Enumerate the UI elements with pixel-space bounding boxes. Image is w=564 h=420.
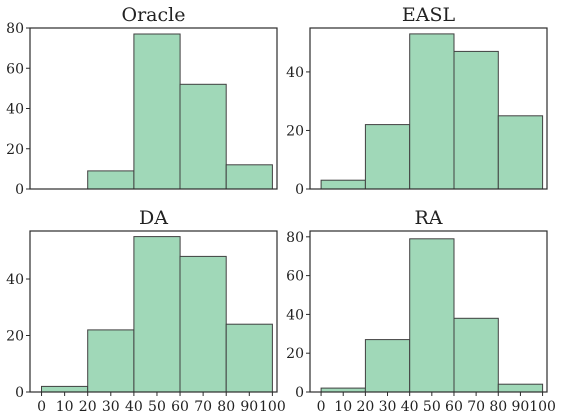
x-tick-label: 70	[194, 399, 212, 415]
bar-80-100	[497, 383, 544, 393]
bar-20-40	[87, 170, 135, 190]
bar-80-100	[225, 323, 273, 393]
y-tick-label: 20	[286, 346, 304, 362]
plot-frame	[309, 27, 548, 190]
x-tick-label: 30	[102, 399, 120, 415]
y-tick-label: 80	[286, 230, 304, 246]
x-tick-label: 20	[356, 399, 374, 415]
x-tick-label: 50	[148, 399, 166, 415]
y-tick-label: 0	[295, 182, 304, 198]
x-tick-label: 80	[489, 399, 507, 415]
plot-frame	[309, 230, 548, 393]
y-tick-label: 20	[6, 142, 24, 158]
x-tick-label: 40	[401, 399, 419, 415]
y-tick-label: 0	[15, 182, 24, 198]
x-tick-label: 90	[512, 399, 530, 415]
panel-da: DA 0 20 40 0 10 20 30 40 50 60 70 80 90 100	[6, 207, 286, 415]
x-tick-label: 60	[171, 399, 189, 415]
panel-title: Oracle	[122, 4, 186, 26]
y-tick-label: 20	[286, 123, 304, 139]
bar-0-20	[320, 179, 366, 190]
x-tick-label: 10	[56, 399, 74, 415]
panel-oracle: Oracle 0 20 40 60 80	[6, 4, 278, 198]
panel-title: DA	[139, 207, 168, 229]
plot-frame	[29, 230, 278, 393]
y-tick-label: 40	[6, 102, 24, 118]
bar-40-60	[133, 33, 181, 190]
x-tick-label: 60	[445, 399, 463, 415]
bar-40-60	[409, 238, 455, 393]
bar-0-20	[41, 385, 89, 393]
y-tick-label: 80	[6, 21, 24, 37]
y-tick-label: 40	[6, 272, 24, 288]
bar-60-80	[453, 50, 499, 190]
bar-20-40	[364, 339, 411, 393]
x-tick-label: 70	[467, 399, 485, 415]
x-tick-label: 100	[529, 399, 556, 415]
x-tick-label: 40	[125, 399, 143, 415]
bar-80-100	[497, 115, 544, 190]
bar-20-40	[87, 329, 135, 393]
x-tick-label: 50	[423, 399, 441, 415]
bar-60-80	[453, 317, 499, 393]
bar-80-100	[225, 164, 273, 190]
y-tick-label: 60	[6, 61, 24, 77]
x-tick-label: 80	[217, 399, 235, 415]
x-tick-label: 100	[259, 399, 286, 415]
panel-easl: EASL 0 20 40	[286, 4, 548, 198]
y-tick-label: 20	[6, 329, 24, 345]
x-tick-label: 0	[317, 399, 326, 415]
panel-title: EASL	[402, 4, 456, 26]
bar-60-80	[179, 255, 227, 393]
x-tick-label: 30	[379, 399, 397, 415]
x-tick-label: 0	[37, 399, 46, 415]
bar-40-60	[409, 33, 455, 190]
x-tick-label: 20	[79, 399, 97, 415]
y-tick-label: 60	[286, 269, 304, 285]
y-tick-label: 0	[15, 385, 24, 401]
panel-title: RA	[414, 207, 442, 229]
x-tick-label: 90	[240, 399, 258, 415]
x-tick-label: 10	[334, 399, 352, 415]
bar-60-80	[179, 83, 227, 190]
y-tick-label: 40	[286, 65, 304, 81]
y-tick-label: 0	[295, 385, 304, 401]
y-tick-label: 40	[286, 307, 304, 323]
bar-40-60	[133, 236, 181, 393]
bar-20-40	[364, 124, 411, 190]
